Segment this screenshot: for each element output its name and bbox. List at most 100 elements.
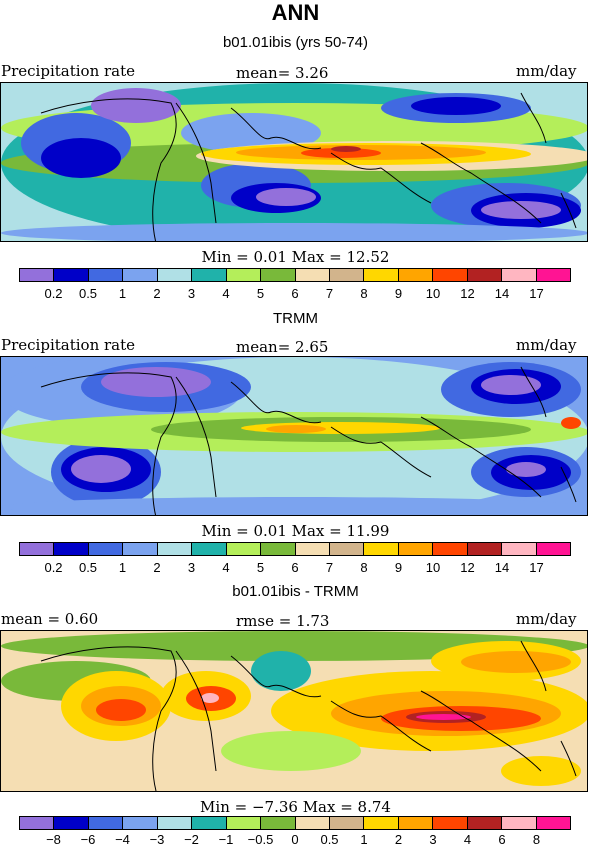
colorbar-tick-label: 4 [222, 560, 230, 575]
colorbar-swatch [364, 269, 399, 281]
panel-1-mean-label: mean= 3.26 [236, 64, 329, 82]
coastline [420, 416, 542, 498]
field-contour [101, 367, 211, 397]
coastline [40, 372, 177, 515]
field-contour [416, 714, 471, 720]
colorbar-tick-label: 8 [360, 286, 368, 301]
colorbar-swatch [123, 543, 158, 555]
panel-2-colorbar-labels: 0.2 0.5 1 2 3 4 5 6 7 8 9 10 12 14 17 [19, 560, 571, 576]
colorbar-tick-label: 5 [256, 286, 265, 301]
colorbar-tick-label: −0.5 [247, 832, 274, 847]
panel-2-mean-label: mean= 2.65 [236, 338, 329, 356]
field-contour [71, 455, 131, 483]
field-contour [481, 201, 561, 219]
colorbar-swatch [467, 817, 503, 829]
colorbar-tick-label: 0 [291, 832, 299, 847]
colorbar-swatch [226, 543, 262, 555]
colorbar-swatch [536, 817, 570, 829]
colorbar-swatch [261, 269, 296, 281]
colorbar-tick-label: 3 [187, 560, 196, 575]
colorbar-tick-label: 1 [118, 286, 127, 301]
panel-1-colorbar-labels: 0.2 0.5 1 2 3 4 5 6 7 8 9 10 12 14 17 [19, 286, 571, 302]
colorbar-tick-label: 2 [153, 560, 161, 575]
colorbar-tick-label: 8 [532, 832, 541, 847]
colorbar-swatch [329, 543, 365, 555]
colorbar-swatch [364, 543, 399, 555]
field-contour [561, 417, 581, 429]
colorbar-swatch [157, 543, 193, 555]
colorbar-swatch [192, 543, 227, 555]
colorbar-swatch [502, 543, 537, 555]
coastline [40, 98, 177, 241]
panel-2-units-label: mm/day [516, 336, 577, 354]
colorbar-swatch [88, 817, 124, 829]
colorbar-tick-label: −6 [80, 832, 96, 847]
colorbar-swatch [20, 817, 55, 829]
panel-1-units-label: mm/day [516, 62, 577, 80]
colorbar-tick-label: 3 [429, 832, 437, 847]
colorbar-swatch [398, 817, 434, 829]
field-contour [506, 462, 546, 477]
field-contour [481, 375, 541, 395]
coastline [175, 102, 217, 224]
field-contour [181, 113, 321, 153]
colorbar-tick-label: 8 [360, 560, 368, 575]
colorbar-swatch [54, 269, 89, 281]
colorbar-swatch [261, 543, 296, 555]
coastline [520, 366, 547, 418]
colorbar-tick-label: 9 [394, 560, 403, 575]
colorbar-swatch [433, 543, 468, 555]
field-contour [1, 497, 587, 515]
panel-3-colorbar-labels: −8 −6 −4 −3 −2 −1 −0.5 0 0.5 1 2 3 4 6 8 [19, 832, 571, 848]
colorbar-swatch [536, 269, 570, 281]
coastline [230, 655, 322, 698]
panel-2-variable-label: Precipitation rate [1, 336, 136, 354]
colorbar-swatch [54, 543, 89, 555]
colorbar-tick-label: 0.5 [78, 286, 98, 301]
panel-2-map-plot [1, 357, 587, 515]
coastline [560, 466, 577, 503]
colorbar-swatch [192, 817, 227, 829]
panel-3-colorbar [19, 816, 571, 830]
panel-3-units-label: mm/day [516, 610, 577, 628]
colorbar-swatch [123, 817, 158, 829]
field-contour [461, 651, 571, 673]
colorbar-tick-label: 2 [394, 832, 403, 847]
colorbar-swatch [88, 543, 124, 555]
panel-1-map-plot [1, 83, 587, 241]
colorbar-tick-label: 0.5 [78, 560, 98, 575]
panel-1-variable-label: Precipitation rate [1, 62, 136, 80]
panel-2-map [0, 356, 588, 516]
colorbar-tick-label: 6 [291, 286, 299, 301]
colorbar-tick-label: 10 [425, 286, 441, 301]
colorbar-tick-label: 9 [394, 286, 403, 301]
colorbar-tick-label: 2 [153, 286, 161, 301]
colorbar-tick-label: 5 [256, 560, 265, 575]
colorbar-tick-label: 0.2 [44, 560, 63, 575]
field-contour [411, 97, 501, 115]
colorbar-tick-label: 17 [529, 560, 544, 575]
colorbar-tick-label: 17 [529, 286, 544, 301]
coastline [330, 152, 432, 204]
coastline [420, 142, 542, 224]
field-contour [301, 148, 381, 158]
panel-1-map [0, 82, 588, 242]
field-contour [221, 731, 361, 771]
colorbar-swatch [261, 817, 296, 829]
colorbar-tick-label: −8 [46, 832, 61, 847]
colorbar-swatch [20, 543, 55, 555]
colorbar-swatch [433, 817, 468, 829]
colorbar-swatch [226, 269, 262, 281]
colorbar-tick-label: −1 [218, 832, 234, 847]
colorbar-swatch [157, 817, 193, 829]
field-contour [1, 223, 587, 241]
colorbar-tick-label: 7 [325, 560, 334, 575]
coastline [560, 192, 577, 229]
colorbar-tick-label: 4 [222, 286, 230, 301]
field-contour [256, 188, 316, 206]
colorbar-swatch [398, 269, 434, 281]
colorbar-tick-label: 1 [360, 832, 368, 847]
coastline [230, 107, 322, 150]
colorbar-tick-label: 12 [460, 286, 475, 301]
colorbar-swatch [192, 269, 227, 281]
